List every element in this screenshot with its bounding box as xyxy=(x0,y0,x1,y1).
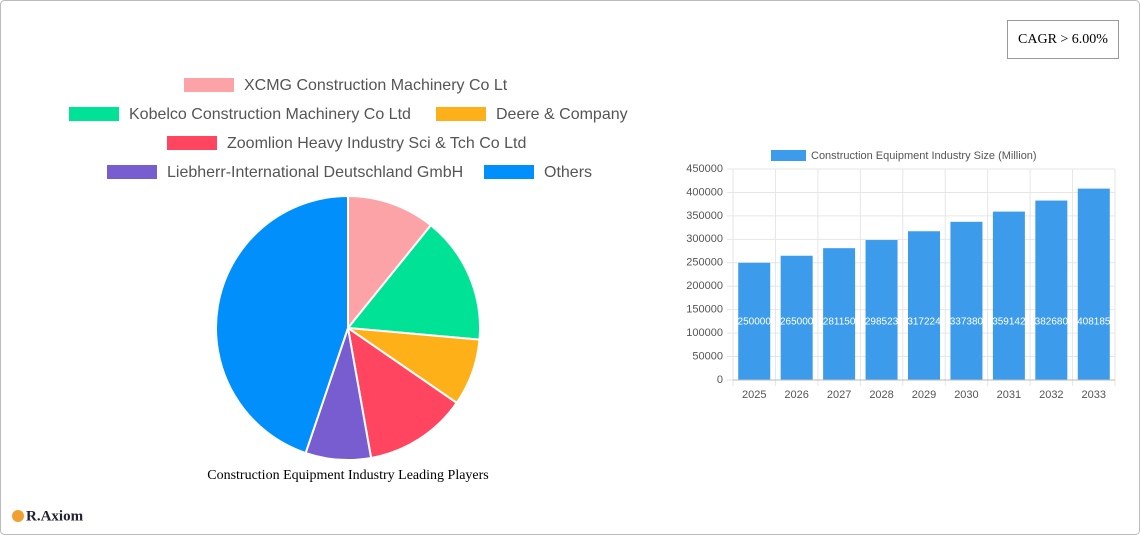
bar xyxy=(950,221,983,380)
bar xyxy=(823,248,856,380)
bar-value-label: 337380 xyxy=(950,317,984,328)
x-tick-label: 2025 xyxy=(742,389,766,401)
badge-box xyxy=(1007,20,1119,59)
bar xyxy=(780,255,813,380)
bar xyxy=(908,231,940,380)
legend-swatch xyxy=(484,165,534,179)
bar-value-label: 382680 xyxy=(1035,317,1069,328)
y-tick-label: 0 xyxy=(717,374,723,386)
logo-icon xyxy=(12,510,24,522)
bar-value-label: 281150 xyxy=(823,317,856,328)
pie-slice xyxy=(347,194,433,331)
pie-slice xyxy=(346,325,459,460)
bar xyxy=(865,240,898,380)
y-tick-label: 250000 xyxy=(686,257,723,269)
logo: R.Axiom xyxy=(26,508,84,524)
y-tick-label: 50000 xyxy=(692,350,723,362)
bar-value-label: 265000 xyxy=(780,317,814,328)
x-tick-label: 2031 xyxy=(997,389,1021,401)
bar-value-label: 408185 xyxy=(1077,317,1111,328)
legend-swatch xyxy=(771,150,806,161)
legend-label: Deere & Company xyxy=(496,106,628,123)
pie-slice xyxy=(215,194,349,455)
y-tick-label: 300000 xyxy=(686,233,723,245)
y-tick-label: 400000 xyxy=(686,186,723,198)
legend-label: XCMG Construction Machinery Co Lt xyxy=(244,77,508,94)
y-tick-label: 150000 xyxy=(686,304,723,316)
bar xyxy=(1035,200,1068,380)
legend-label: Construction Equipment Industry Size (Mi… xyxy=(811,150,1037,162)
bar xyxy=(738,262,771,380)
legend-swatch xyxy=(69,107,119,121)
pie-title: Construction Equipment Industry Leading … xyxy=(207,468,489,483)
badge: CAGR > 6.00% xyxy=(1018,32,1108,47)
legend-swatch xyxy=(167,136,217,150)
bar xyxy=(992,211,1025,380)
legend-label: Kobelco Construction Machinery Co Ltd xyxy=(129,106,411,123)
y-tick-label: 200000 xyxy=(686,280,723,292)
x-tick-label: 2030 xyxy=(954,389,978,401)
y-tick-label: 100000 xyxy=(686,327,723,339)
x-tick-label: 2027 xyxy=(827,389,851,401)
bar-value-label: 359142 xyxy=(992,317,1026,328)
bar-value-label: 317224 xyxy=(907,317,941,328)
bar-value-label: 250000 xyxy=(738,317,772,328)
bar-value-label: 298523 xyxy=(865,317,899,328)
legend-label: Liebherr-International Deutschland GmbH xyxy=(167,164,463,181)
legend-swatch xyxy=(436,107,486,121)
pie-slice xyxy=(346,223,481,341)
y-tick-label: 350000 xyxy=(686,210,723,222)
legend-label: Others xyxy=(544,164,592,181)
y-tick-label: 450000 xyxy=(686,163,723,175)
legend-swatch xyxy=(107,165,157,179)
x-tick-label: 2026 xyxy=(784,389,808,401)
bar xyxy=(1077,188,1110,380)
legend-swatch xyxy=(184,78,234,92)
x-tick-label: 2028 xyxy=(869,389,893,401)
x-tick-label: 2033 xyxy=(1082,389,1106,401)
x-tick-label: 2029 xyxy=(912,389,936,401)
x-tick-label: 2032 xyxy=(1039,389,1063,401)
legend-label: Zoomlion Heavy Industry Sci & Tch Co Ltd xyxy=(227,135,526,152)
